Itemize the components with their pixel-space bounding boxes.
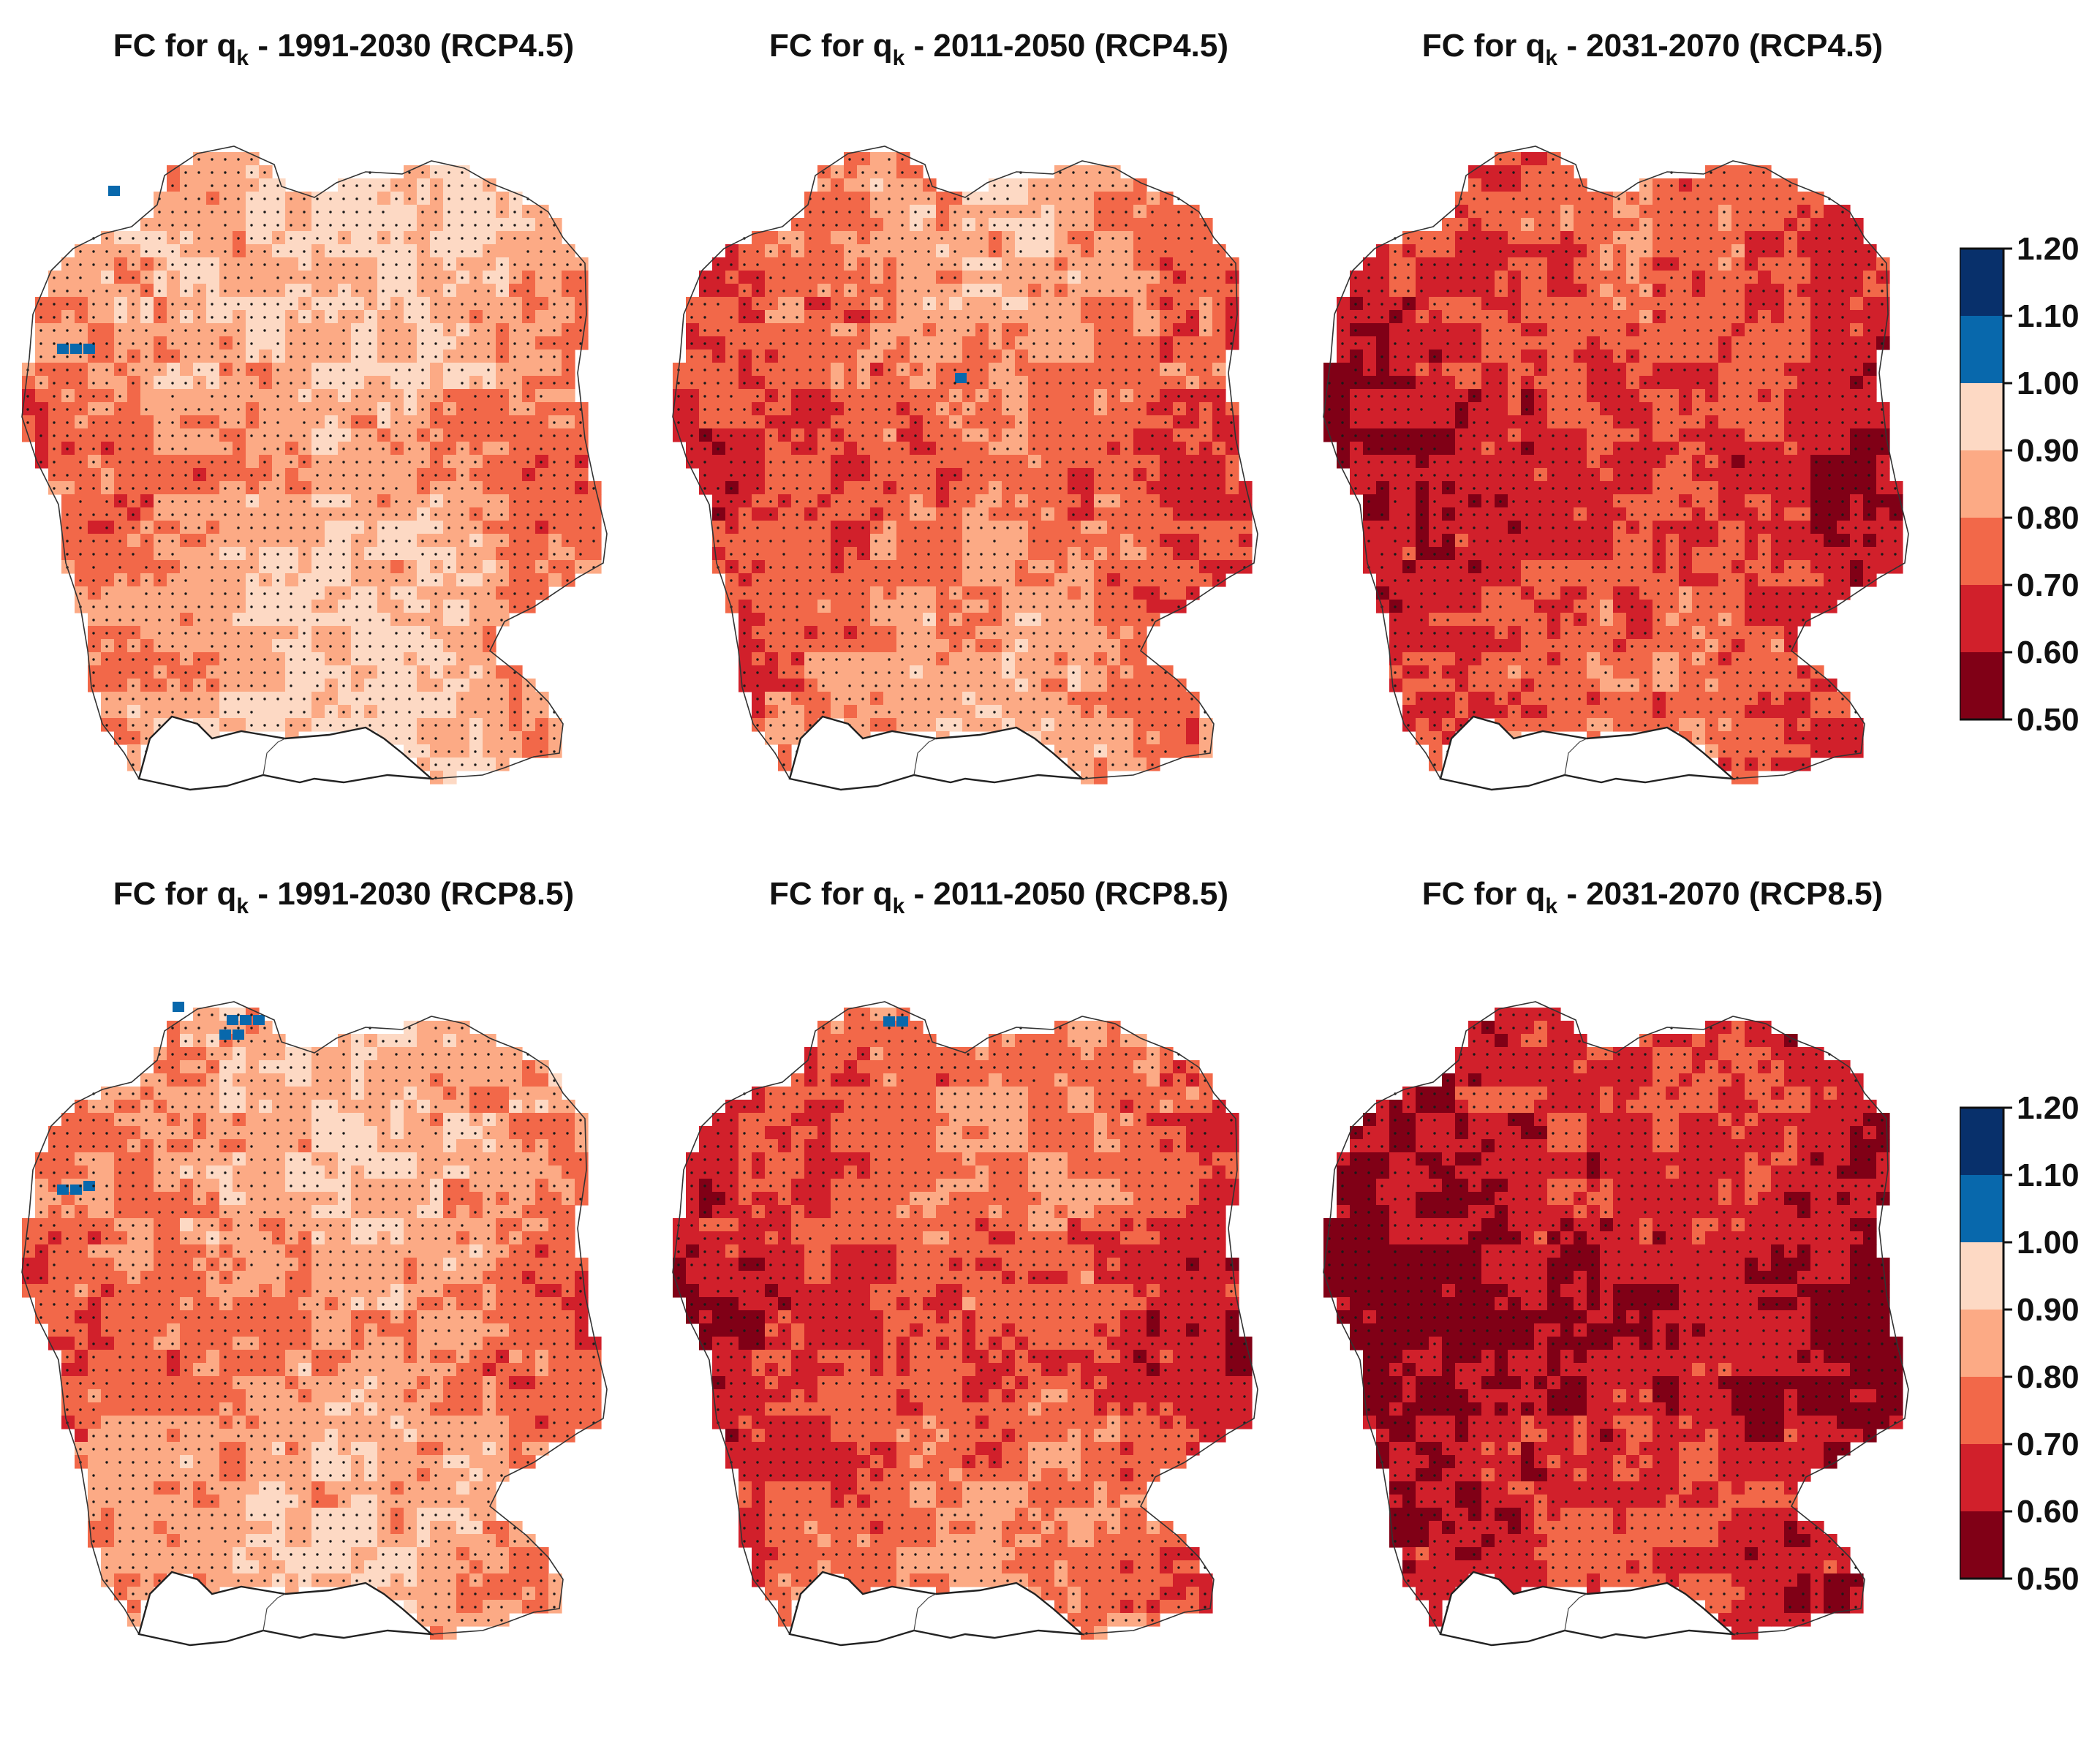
anomaly-cell [173,1002,184,1012]
country-border [1323,1001,1909,1646]
inner-border [1564,738,1587,776]
alpine-border [1439,715,1736,791]
anomaly-cell [227,1015,238,1025]
anomaly-cell [57,1185,69,1195]
anomaly-cell [883,1016,895,1027]
country-border [21,1001,608,1646]
colorbar-swatch [1960,249,2003,316]
significance-dots [677,158,1246,779]
anomaly-cell [240,1015,252,1025]
colorbar-tick-label: 1.10 [2017,1157,2080,1193]
panel-title-1: FC for qk - 1991-2030 (RCP4.5) [113,28,575,70]
significance-dots [26,158,595,779]
panel-title-6: FC for qk - 2031-2070 (RCP8.5) [1421,876,1884,918]
colorbar-swatch [1960,1511,2003,1579]
anomaly-cell [233,1029,244,1040]
colorbar-swatch [1960,518,2003,585]
map-panel-5 [672,1001,1258,1647]
panel-title-5: FC for qk - 2011-2050 (RCP8.5) [768,876,1228,918]
map-panel-1 [21,146,608,791]
colorbar-tick-label: 0.50 [2017,1561,2080,1597]
anomaly-cell [896,1016,908,1027]
grid-cells [22,152,602,785]
colorbar-tick-label: 1.00 [2017,366,2080,401]
grid-cells [22,1008,602,1640]
colorbar-tick-label: 0.70 [2017,567,2080,603]
panel-title-3: FC for qk - 2031-2070 (RCP4.5) [1421,28,1884,70]
colorbar-tick-label: 1.20 [2017,234,2080,267]
alpine-border [137,715,434,791]
map-panel-4 [21,1001,608,1647]
colorbar-top: 1.20 1.10 1.00 0.90 0.80 0.70 0.60 0.50 [1960,234,2080,738]
colorbar-tick-label: 0.60 [2017,1494,2080,1530]
colorbar-tick-label: 0.90 [2017,1292,2080,1328]
colorbar-bottom: 1.20 1.10 1.00 0.90 0.80 0.70 0.60 0.50 [1960,1093,2080,1597]
anomaly-cell [108,186,120,196]
colorbar-tick-label: 0.70 [2017,1427,2080,1462]
grid-cells [1323,152,1903,785]
map-panel-3 [1323,146,1909,791]
colorbar-swatch [1960,1175,2003,1242]
anomaly-cell [83,344,95,354]
colorbar-swatch [1960,450,2003,518]
panel-title-4: FC for qk - 1991-2030 (RCP8.5) [113,876,575,918]
country-border [21,146,608,790]
grid-cells [673,1008,1253,1640]
alpine-border [788,715,1085,791]
country-border [672,1001,1258,1646]
colorbar-swatch [1960,1377,2003,1444]
colorbar-swatch [1960,585,2003,652]
colorbar-swatch [1960,1444,2003,1511]
alpine-border [788,1571,1085,1647]
significance-dots [26,1013,595,1622]
significance-dots [1328,1013,1897,1635]
alpine-border [137,1571,434,1647]
country-border [1323,146,1909,790]
colorbar-swatch [1960,1108,2003,1175]
anomaly-cell [70,344,82,354]
colorbar-tick-label: 0.80 [2017,500,2080,536]
colorbar-tick-label: 1.10 [2017,298,2080,334]
inner-border [1564,1593,1587,1631]
colorbar-swatch [1960,1242,2003,1310]
grid-cells [673,152,1253,785]
map-panel-2 [672,146,1258,791]
anomaly-cell [955,373,967,383]
grid-cells [1323,1008,1903,1640]
anomaly-cell [253,1015,265,1025]
anomaly-cell [219,1029,231,1040]
colorbar-tick-label: 0.80 [2017,1359,2080,1395]
anomaly-cell [57,344,69,354]
map-panel-6 [1323,1001,1909,1647]
colorbar-swatch [1960,652,2003,719]
colorbar-swatch [1960,1310,2003,1377]
anomaly-cell [83,1181,95,1191]
colorbar-tick-label: 1.00 [2017,1225,2080,1261]
colorbar-tick-label: 0.90 [2017,433,2080,469]
anomaly-cell [70,1185,82,1195]
significance-dots [677,1013,1246,1635]
inner-border [262,1593,286,1631]
panel-title-2: FC for qk - 2011-2050 (RCP4.5) [768,28,1228,70]
inner-border [262,738,286,776]
alpine-border [1439,1571,1736,1647]
colorbar-tick-label: 0.60 [2017,635,2080,670]
colorbar-tick-label: 1.20 [2017,1093,2080,1126]
colorbar-tick-label: 0.50 [2017,702,2080,738]
colorbar-swatch [1960,316,2003,383]
country-border [672,146,1258,790]
inner-border [913,738,937,776]
colorbar-swatch [1960,383,2003,450]
inner-border [913,1593,937,1631]
